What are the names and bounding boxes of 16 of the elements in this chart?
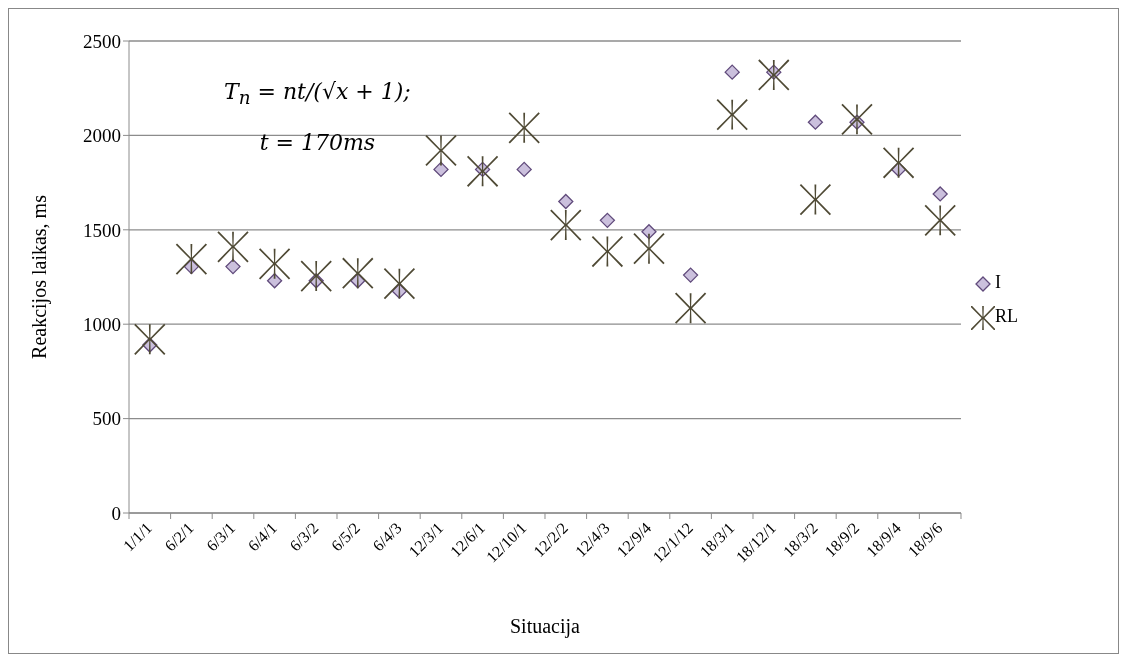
y-tick-label: 0 xyxy=(111,502,121,524)
x-tick-label: 6/3/1 xyxy=(203,519,239,555)
annotation: t = 170ms xyxy=(258,130,377,156)
legend-label: RL xyxy=(994,306,1018,327)
y-axis-title: Reakcijos laikas, ms xyxy=(28,194,52,359)
y-tick-label: 2500 xyxy=(83,30,121,52)
y-tick-label: 500 xyxy=(92,408,121,430)
y-tick-label: 1000 xyxy=(83,313,121,335)
y-tick-label: 1500 xyxy=(83,219,121,241)
x-tick-label: 1/1/1 xyxy=(119,519,156,555)
y-tick-label: 2000 xyxy=(83,125,121,147)
x-tick-label: 6/2/1 xyxy=(161,519,197,555)
annotation: T$_{n}$ = nt/(√x + 1); xyxy=(224,79,411,109)
x-axis-title: Situacija xyxy=(510,615,581,638)
legend-label: I xyxy=(994,272,1001,293)
x-tick-label: 6/4/1 xyxy=(244,519,280,555)
